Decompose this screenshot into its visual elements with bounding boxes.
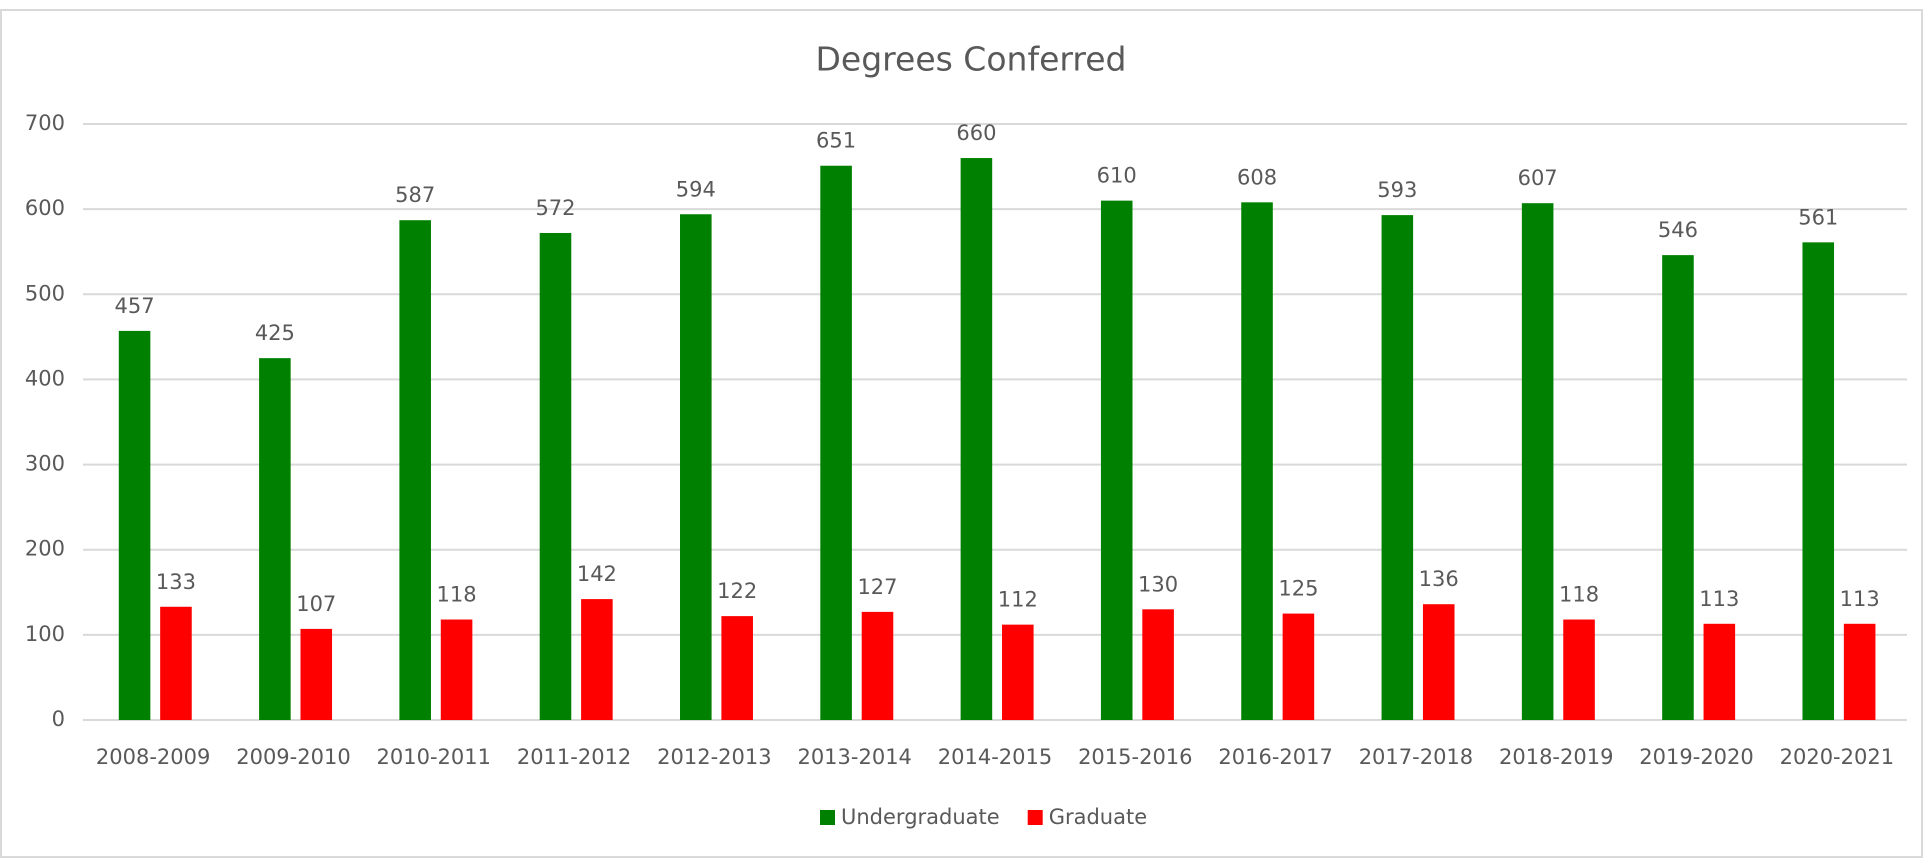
data-label: 130 <box>1138 572 1178 596</box>
y-tick-label: 100 <box>25 622 65 646</box>
data-label: 594 <box>676 177 716 201</box>
bar <box>680 214 712 720</box>
data-label: 113 <box>1840 587 1880 611</box>
legend-swatch <box>1027 810 1043 825</box>
x-tick-label: 2011-2012 <box>517 745 631 769</box>
bar <box>960 158 993 721</box>
data-label: 125 <box>1278 577 1318 601</box>
bar <box>1002 624 1034 720</box>
bar <box>1843 623 1876 720</box>
y-tick-label: 600 <box>25 196 65 220</box>
bar <box>440 619 473 720</box>
data-label: 142 <box>577 562 617 586</box>
data-label: 572 <box>535 196 575 220</box>
y-tick-label: 700 <box>25 111 65 135</box>
data-label: 118 <box>437 583 477 607</box>
x-tick-label: 2018-2019 <box>1499 745 1613 769</box>
legend-swatch <box>820 810 835 825</box>
data-label: 561 <box>1798 205 1838 229</box>
x-tick-label: 2020-2021 <box>1780 745 1894 769</box>
bar <box>300 628 333 720</box>
bar <box>1703 623 1736 720</box>
bar <box>1563 619 1595 720</box>
y-tick-label: 300 <box>25 452 65 476</box>
data-label: 457 <box>115 294 155 318</box>
x-tick-label: 2014-2015 <box>938 745 1052 769</box>
data-label: 113 <box>1699 587 1739 611</box>
bar <box>1521 203 1554 720</box>
data-label: 118 <box>1559 583 1599 607</box>
data-label: 112 <box>998 588 1038 612</box>
bar <box>1100 200 1133 721</box>
bar <box>1422 604 1455 720</box>
data-label: 593 <box>1377 178 1417 202</box>
bar <box>1802 242 1835 720</box>
x-tick-label: 2019-2020 <box>1639 745 1753 769</box>
bar <box>721 616 753 720</box>
bar <box>1381 215 1414 721</box>
legend-label: Graduate <box>1049 805 1147 829</box>
legend-label: Undergraduate <box>841 805 1000 829</box>
bar <box>160 606 192 720</box>
bar <box>820 165 852 721</box>
bar <box>1241 202 1273 720</box>
bar <box>259 358 291 720</box>
x-tick-label: 2012-2013 <box>657 745 771 769</box>
data-label: 651 <box>816 129 856 153</box>
x-tick-label: 2010-2011 <box>377 745 491 769</box>
data-label: 425 <box>255 321 295 345</box>
data-label: 607 <box>1518 166 1558 190</box>
y-tick-label: 0 <box>52 707 65 731</box>
data-label: 122 <box>717 579 757 603</box>
x-tick-label: 2008-2009 <box>96 745 210 769</box>
data-label: 107 <box>296 592 336 616</box>
data-label: 127 <box>857 575 897 599</box>
bar <box>861 611 894 720</box>
chart-title: Degrees Conferred <box>816 40 1127 79</box>
data-label: 610 <box>1097 164 1137 188</box>
data-label: 587 <box>395 183 435 207</box>
x-tick-label: 2017-2018 <box>1359 745 1473 769</box>
bar <box>1142 609 1174 720</box>
data-label: 608 <box>1237 165 1277 189</box>
data-label: 546 <box>1658 218 1698 242</box>
bar <box>1662 255 1694 720</box>
x-tick-label: 2009-2010 <box>236 745 350 769</box>
bar <box>539 232 572 721</box>
y-tick-label: 200 <box>25 537 65 561</box>
bar <box>118 330 151 720</box>
data-label: 660 <box>956 121 996 145</box>
y-tick-label: 400 <box>25 366 65 390</box>
bar <box>581 599 613 720</box>
y-tick-label: 500 <box>25 281 65 305</box>
x-tick-label: 2016-2017 <box>1218 745 1332 769</box>
x-tick-label: 2013-2014 <box>797 745 911 769</box>
bar <box>399 220 431 720</box>
data-label: 133 <box>156 570 196 594</box>
x-tick-label: 2015-2016 <box>1078 745 1192 769</box>
bar <box>1282 613 1315 720</box>
data-label: 136 <box>1419 567 1459 591</box>
